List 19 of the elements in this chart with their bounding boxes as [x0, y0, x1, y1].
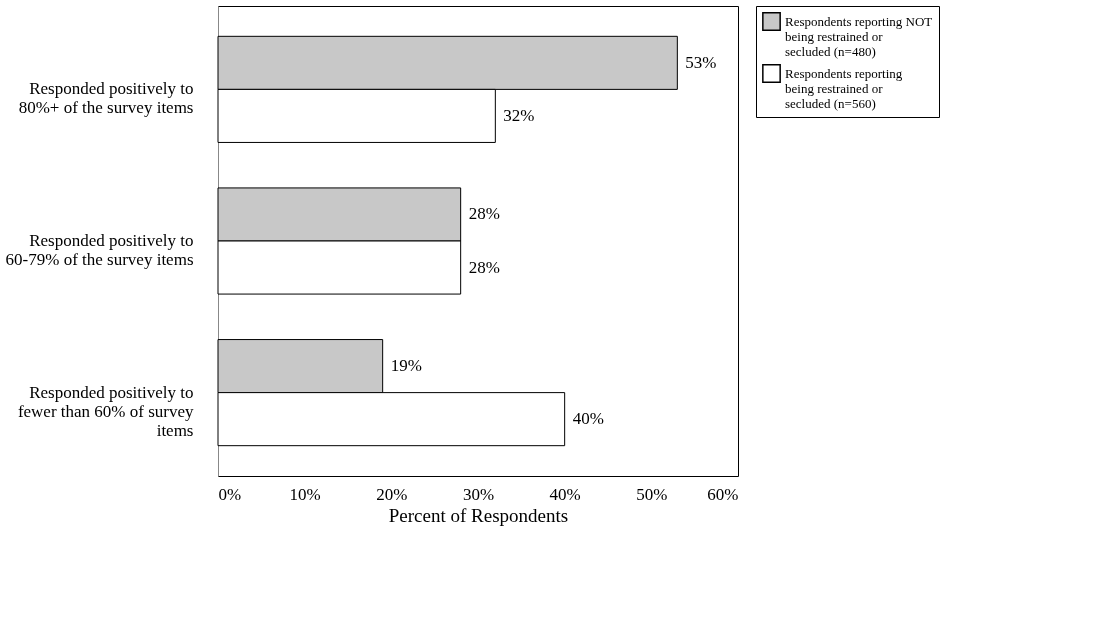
- x-tick-label: 0%: [218, 484, 242, 504]
- legend-label: Respondents reporting NOT being restrained or secluded (n=480): [785, 13, 933, 59]
- x-tick-label: 30%: [462, 484, 495, 504]
- x-axis-title: Percent of Respondents: [388, 504, 569, 526]
- data-label: 19%: [390, 356, 422, 376]
- x-tick-label: 20%: [376, 484, 408, 504]
- x-tick-label: 50%: [636, 484, 668, 504]
- x-tick-label: 10%: [289, 484, 321, 504]
- data-label: 28%: [468, 257, 500, 277]
- legend-label: Respondents reporting being restrained or secluded (n=560): [785, 65, 903, 111]
- data-label: 32%: [503, 105, 535, 125]
- y-tick-label: Responded positively to 80%+ of the survey items: [18, 79, 194, 118]
- data-label: 28%: [468, 204, 500, 224]
- data-label: 53%: [685, 52, 717, 72]
- x-tick-label: 40%: [549, 484, 581, 504]
- x-tick-label: 60%: [707, 484, 739, 504]
- y-tick-label: Responded positively to fewer than 60% of survey items: [17, 382, 194, 440]
- y-tick-label: Responded positively to 60-79% of the survey items: [5, 231, 194, 269]
- data-label: 40%: [572, 409, 604, 429]
